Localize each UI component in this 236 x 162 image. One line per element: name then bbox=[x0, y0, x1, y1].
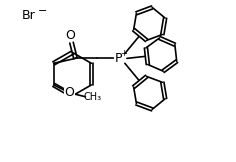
Text: O: O bbox=[66, 29, 76, 42]
Text: P: P bbox=[115, 52, 123, 65]
Text: +: + bbox=[120, 49, 127, 58]
Text: Br: Br bbox=[22, 9, 36, 22]
Text: −: − bbox=[38, 6, 48, 16]
Text: O: O bbox=[65, 86, 75, 99]
Text: CH₃: CH₃ bbox=[83, 92, 101, 102]
